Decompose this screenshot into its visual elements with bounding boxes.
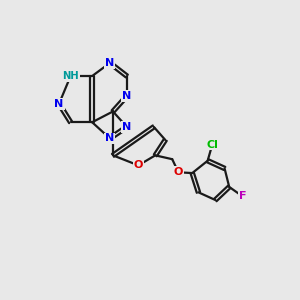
Text: N: N <box>54 99 64 109</box>
Text: O: O <box>174 167 183 177</box>
Text: N: N <box>105 134 115 143</box>
Text: N: N <box>105 58 115 68</box>
Text: F: F <box>238 191 246 201</box>
Text: Cl: Cl <box>206 140 218 150</box>
Text: NH: NH <box>62 71 79 81</box>
Text: N: N <box>122 122 131 132</box>
Text: N: N <box>122 91 131 101</box>
Text: O: O <box>134 160 143 170</box>
